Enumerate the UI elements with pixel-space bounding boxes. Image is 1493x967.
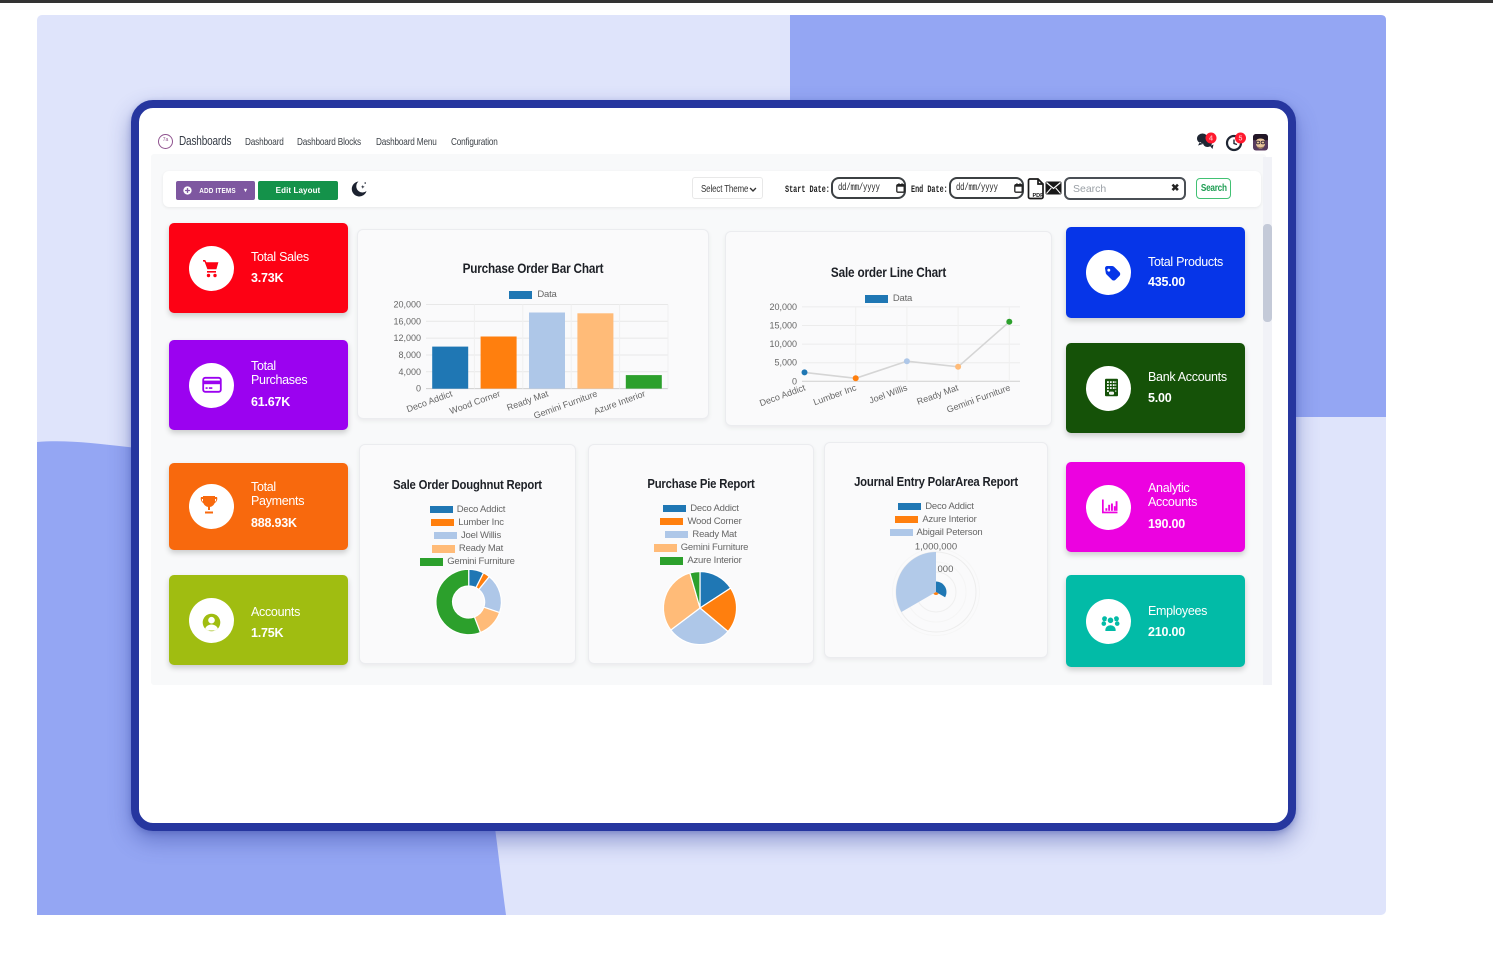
svg-text:5: 5	[1239, 136, 1243, 143]
svg-text:4: 4	[1209, 136, 1213, 143]
svg-text:PDF: PDF	[1033, 193, 1045, 199]
